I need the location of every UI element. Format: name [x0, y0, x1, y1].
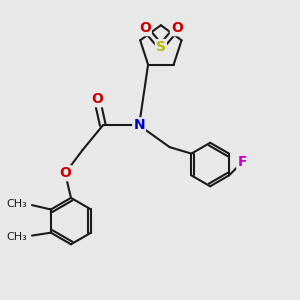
Text: CH₃: CH₃ [6, 232, 27, 242]
Text: F: F [237, 155, 247, 169]
Text: O: O [139, 21, 151, 35]
Text: O: O [91, 92, 103, 106]
Text: S: S [156, 40, 166, 54]
Text: CH₃: CH₃ [6, 199, 27, 209]
Text: N: N [133, 118, 145, 132]
Text: O: O [59, 166, 71, 180]
Text: O: O [171, 21, 183, 35]
